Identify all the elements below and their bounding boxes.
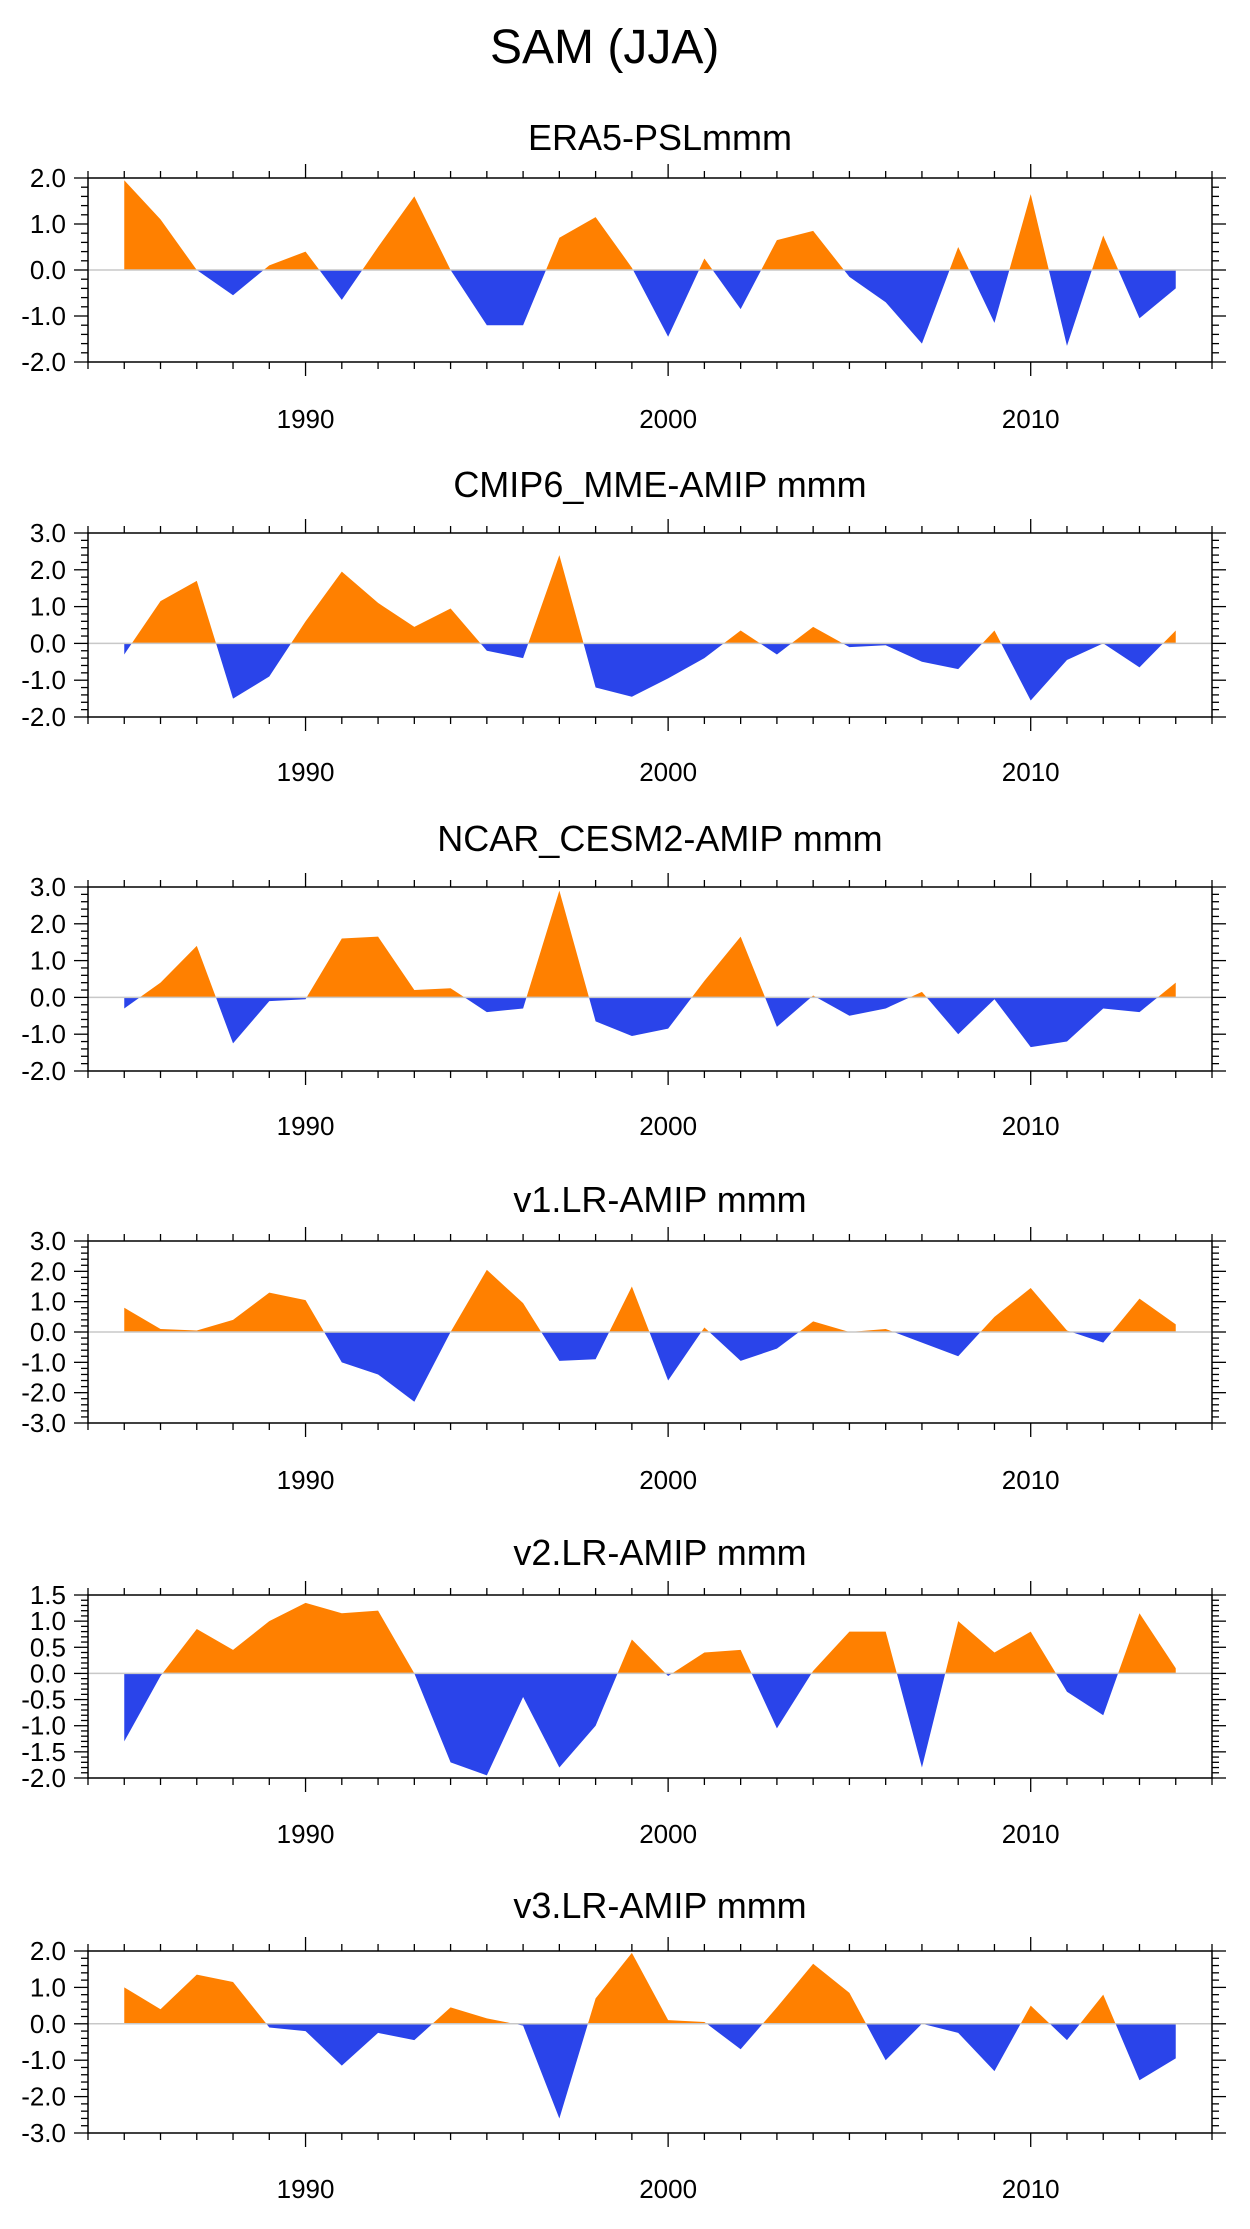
plot-frame bbox=[87, 532, 1213, 718]
positive-area bbox=[124, 1952, 1116, 2024]
x-tick-label: 2000 bbox=[639, 404, 697, 434]
positive-area bbox=[124, 1269, 1176, 1332]
panel-5: v2.LR-AMIP mmm 1.51.00.50.0-0.5-1.0-1.5-2… bbox=[21, 1532, 1226, 1849]
y-tick-label: 0.5 bbox=[30, 1632, 66, 1662]
y-tick-label: -1.0 bbox=[21, 1019, 66, 1049]
y-tick-label: -2.0 bbox=[21, 1378, 66, 1408]
x-tick-label: 1990 bbox=[277, 2174, 335, 2204]
positive-area bbox=[139, 890, 1176, 998]
plot-frame bbox=[87, 886, 1213, 1072]
y-tick-label: 0.0 bbox=[30, 628, 66, 658]
y-tick-label: -1.0 bbox=[21, 665, 66, 695]
x-tick-label: 2010 bbox=[1002, 1819, 1060, 1849]
x-tick-label: 2000 bbox=[639, 2174, 697, 2204]
x-tick-label: 2000 bbox=[639, 1819, 697, 1849]
y-tick-label: -2.0 bbox=[21, 1056, 66, 1086]
y-tick-label: -2.0 bbox=[21, 1763, 66, 1793]
panel-title: NCAR_CESM2-AMIP mmm bbox=[437, 818, 882, 859]
panel-2: CMIP6_MME-AMIP mmm 3.0 2.0 1.0 0.0 -1.0 -2.0 19… bbox=[21, 464, 1226, 787]
positive-area bbox=[124, 180, 1119, 270]
y-tick-label: 0.0 bbox=[30, 982, 66, 1012]
y-tick-label: -1.0 bbox=[21, 2045, 66, 2075]
negative-area bbox=[324, 1332, 1112, 1402]
panel-title: CMIP6_MME-AMIP mmm bbox=[453, 464, 866, 505]
y-tick-label: -2.0 bbox=[21, 2082, 66, 2112]
x-tick-label: 2010 bbox=[1002, 2174, 1060, 2204]
y-tick-label: 0.0 bbox=[30, 1317, 66, 1347]
y-tick-label: 1.5 bbox=[30, 1580, 66, 1610]
plot-frame bbox=[87, 1594, 1213, 1779]
y-tick-label: -1.0 bbox=[21, 301, 66, 331]
x-tick-label: 1990 bbox=[277, 1819, 335, 1849]
y-tick-label: -3.0 bbox=[21, 2118, 66, 2148]
x-tick-label: 2010 bbox=[1002, 1465, 1060, 1495]
x-tick-label: 1990 bbox=[277, 1111, 335, 1141]
y-tick-label: 1.0 bbox=[30, 209, 66, 239]
x-tick-label: 2000 bbox=[639, 1111, 697, 1141]
x-tick-label: 1990 bbox=[277, 1465, 335, 1495]
panel-title: v2.LR-AMIP mmm bbox=[513, 1532, 806, 1573]
panel-1: ERA5-PSLmmm 2.0 1.0 0.0 -1.0 -2.0 1990 2000 2010 bbox=[21, 117, 1226, 434]
y-tick-label: 2.0 bbox=[30, 163, 66, 193]
positive-area bbox=[131, 555, 1176, 644]
negative-area bbox=[124, 997, 1158, 1048]
figure-title-text: SAM (JJA) bbox=[490, 21, 720, 74]
negative-area bbox=[124, 643, 1164, 701]
x-tick-label: 2000 bbox=[639, 757, 697, 787]
y-tick-label: -0.5 bbox=[21, 1685, 66, 1715]
panel-title: v1.LR-AMIP mmm bbox=[513, 1179, 806, 1220]
x-tick-label: 1990 bbox=[277, 757, 335, 787]
y-tick-label: -1.0 bbox=[21, 1347, 66, 1377]
negative-area bbox=[196, 270, 1176, 346]
x-tick-label: 2010 bbox=[1002, 1111, 1060, 1141]
x-tick-label: 2010 bbox=[1002, 757, 1060, 787]
positive-area bbox=[162, 1602, 1176, 1674]
y-tick-label: 1.0 bbox=[30, 1606, 66, 1636]
y-tick-label: 2.0 bbox=[30, 1936, 66, 1966]
y-tick-label: 2.0 bbox=[30, 555, 66, 585]
y-tick-label: -2.0 bbox=[21, 702, 66, 732]
negative-area bbox=[124, 1673, 1119, 1776]
y-tick-label: 1.0 bbox=[30, 946, 66, 976]
panel-6: v3.LR-AMIP mmm 2.0 1.0 0.0 -1.0 -2.0 -3.0 1990 2… bbox=[21, 1885, 1226, 2204]
y-tick-label: 2.0 bbox=[30, 1256, 66, 1286]
y-tick-label: -1.0 bbox=[21, 1711, 66, 1741]
y-tick-label: 1.0 bbox=[30, 592, 66, 622]
y-tick-label: 0.0 bbox=[30, 2009, 66, 2039]
x-tick-label: 1990 bbox=[277, 404, 335, 434]
y-tick-label: 1.0 bbox=[30, 1972, 66, 2002]
y-tick-label: 0.0 bbox=[30, 1658, 66, 1688]
panel-title: v3.LR-AMIP mmm bbox=[513, 1885, 806, 1926]
x-tick-label: 2010 bbox=[1002, 404, 1060, 434]
plot-frame bbox=[87, 1950, 1213, 2134]
y-tick-label: 3.0 bbox=[30, 518, 66, 548]
panel-title: ERA5-PSLmmm bbox=[528, 117, 792, 158]
negative-area bbox=[266, 2023, 1176, 2119]
x-tick-label: 2000 bbox=[639, 1465, 697, 1495]
y-tick-label: -2.0 bbox=[21, 347, 66, 377]
y-tick-label: 3.0 bbox=[30, 1226, 66, 1256]
y-tick-label: -3.0 bbox=[21, 1408, 66, 1438]
panel-4: v1.LR-AMIP mmm 3.02.01.00.0-1.0-2.0-3.0 19… bbox=[21, 1179, 1226, 1495]
y-tick-label: 2.0 bbox=[30, 909, 66, 939]
y-tick-label: 3.0 bbox=[30, 872, 66, 902]
y-tick-label: 1.0 bbox=[30, 1287, 66, 1317]
y-tick-label: 0.0 bbox=[30, 255, 66, 285]
y-tick-label: -1.5 bbox=[21, 1737, 66, 1767]
panel-3: NCAR_CESM2-AMIP mmm 3.0 2.0 1.0 0.0 -1.0 -2.0 1… bbox=[21, 818, 1226, 1141]
